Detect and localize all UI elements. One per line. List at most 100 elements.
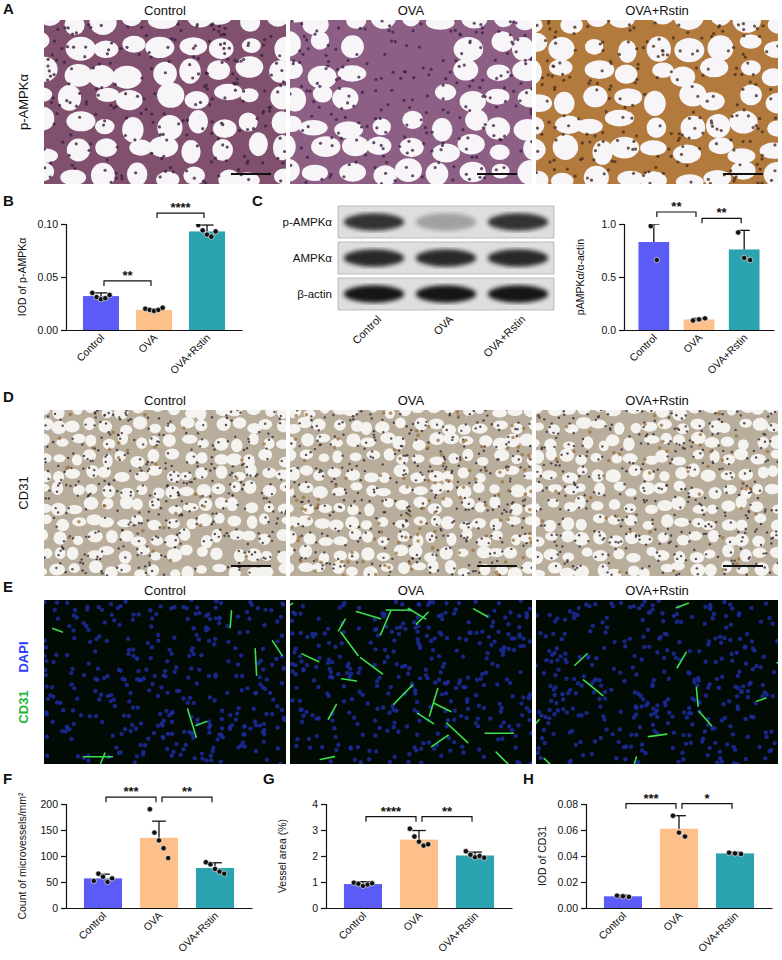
nucleus (158, 441, 160, 443)
nucleus (416, 554, 418, 556)
nucleus (177, 491, 179, 493)
nucleus (151, 501, 153, 503)
nucleus (293, 549, 295, 551)
nucleus (321, 564, 323, 566)
nucleus (561, 73, 564, 76)
nucleus (206, 87, 209, 90)
nucleus (318, 471, 320, 473)
nucleus (117, 434, 119, 436)
nucleus (243, 449, 245, 451)
alveolus (762, 68, 778, 86)
nucleus (223, 52, 226, 55)
nucleus (632, 172, 635, 175)
nucleus (523, 34, 526, 37)
alveolus (364, 472, 379, 482)
nucleus (118, 547, 120, 549)
nucleus (212, 521, 214, 523)
nucleus (504, 100, 507, 103)
nucleus (94, 531, 96, 533)
nucleus (679, 49, 682, 52)
nucleus (403, 462, 405, 464)
nucleus (107, 431, 109, 433)
nucleus (605, 110, 608, 113)
nucleus (434, 475, 436, 477)
nucleus (192, 47, 195, 50)
nucleus (498, 138, 501, 141)
nucleus (508, 441, 510, 443)
alveolus (96, 88, 119, 102)
nucleus (203, 540, 205, 542)
nucleus (681, 133, 684, 136)
nucleus (210, 120, 213, 123)
nucleus (89, 142, 92, 145)
alveolus (242, 531, 256, 541)
alveolus (413, 497, 428, 508)
alveolus (246, 410, 261, 415)
nucleus (302, 525, 304, 527)
alveolus (523, 471, 532, 479)
nucleus (634, 147, 637, 150)
nucleus (574, 175, 577, 178)
alveolus (135, 472, 149, 482)
alveolus (299, 120, 328, 136)
nucleus (499, 537, 501, 539)
nucleus (445, 466, 447, 468)
nucleus (290, 20, 293, 23)
nucleus (359, 537, 361, 539)
nucleus (193, 177, 196, 180)
nucleus (343, 499, 345, 501)
nucleus (635, 134, 638, 137)
nucleus (451, 573, 453, 575)
nucleus (231, 72, 234, 75)
alveolus (213, 119, 237, 138)
alveolus (102, 498, 114, 509)
alveolus (106, 530, 118, 543)
nucleus (139, 466, 141, 468)
nucleus (258, 431, 260, 433)
nucleus (338, 87, 341, 90)
nucleus (368, 573, 370, 575)
nucleus (601, 41, 604, 44)
nucleus (268, 106, 271, 109)
alveolus (132, 410, 145, 414)
alveolus (95, 119, 115, 134)
alveolus (73, 410, 83, 415)
alveolus (245, 502, 258, 513)
nucleus (116, 509, 118, 511)
alveolus (316, 434, 330, 443)
nucleus (357, 76, 360, 79)
nucleus (95, 416, 97, 418)
nucleus (754, 83, 757, 86)
nucleus (434, 496, 436, 498)
alveolus (673, 144, 701, 163)
alveolus (227, 515, 241, 526)
nucleus (567, 124, 570, 127)
nucleus (133, 138, 136, 141)
alveolus (511, 423, 523, 434)
nucleus (281, 460, 283, 462)
nucleus (554, 138, 557, 141)
alveolus (330, 439, 343, 447)
nucleus (263, 497, 265, 499)
nucleus (670, 70, 673, 73)
nucleus (219, 529, 221, 531)
nucleus (680, 153, 683, 156)
nucleus (124, 556, 126, 558)
nucleus (106, 443, 108, 445)
nucleus (480, 167, 483, 170)
alveolus (183, 167, 205, 184)
alveolus (290, 531, 297, 544)
nucleus (232, 82, 235, 85)
nucleus (80, 558, 82, 560)
nucleus (316, 82, 319, 85)
alveolus (453, 59, 478, 80)
nucleus (463, 64, 466, 67)
nucleus (82, 467, 84, 469)
nucleus (279, 84, 282, 87)
nucleus (226, 58, 229, 61)
nucleus (95, 87, 98, 90)
nucleus (558, 61, 561, 64)
nucleus (95, 558, 97, 560)
nucleus (151, 538, 153, 540)
nucleus (285, 510, 286, 512)
